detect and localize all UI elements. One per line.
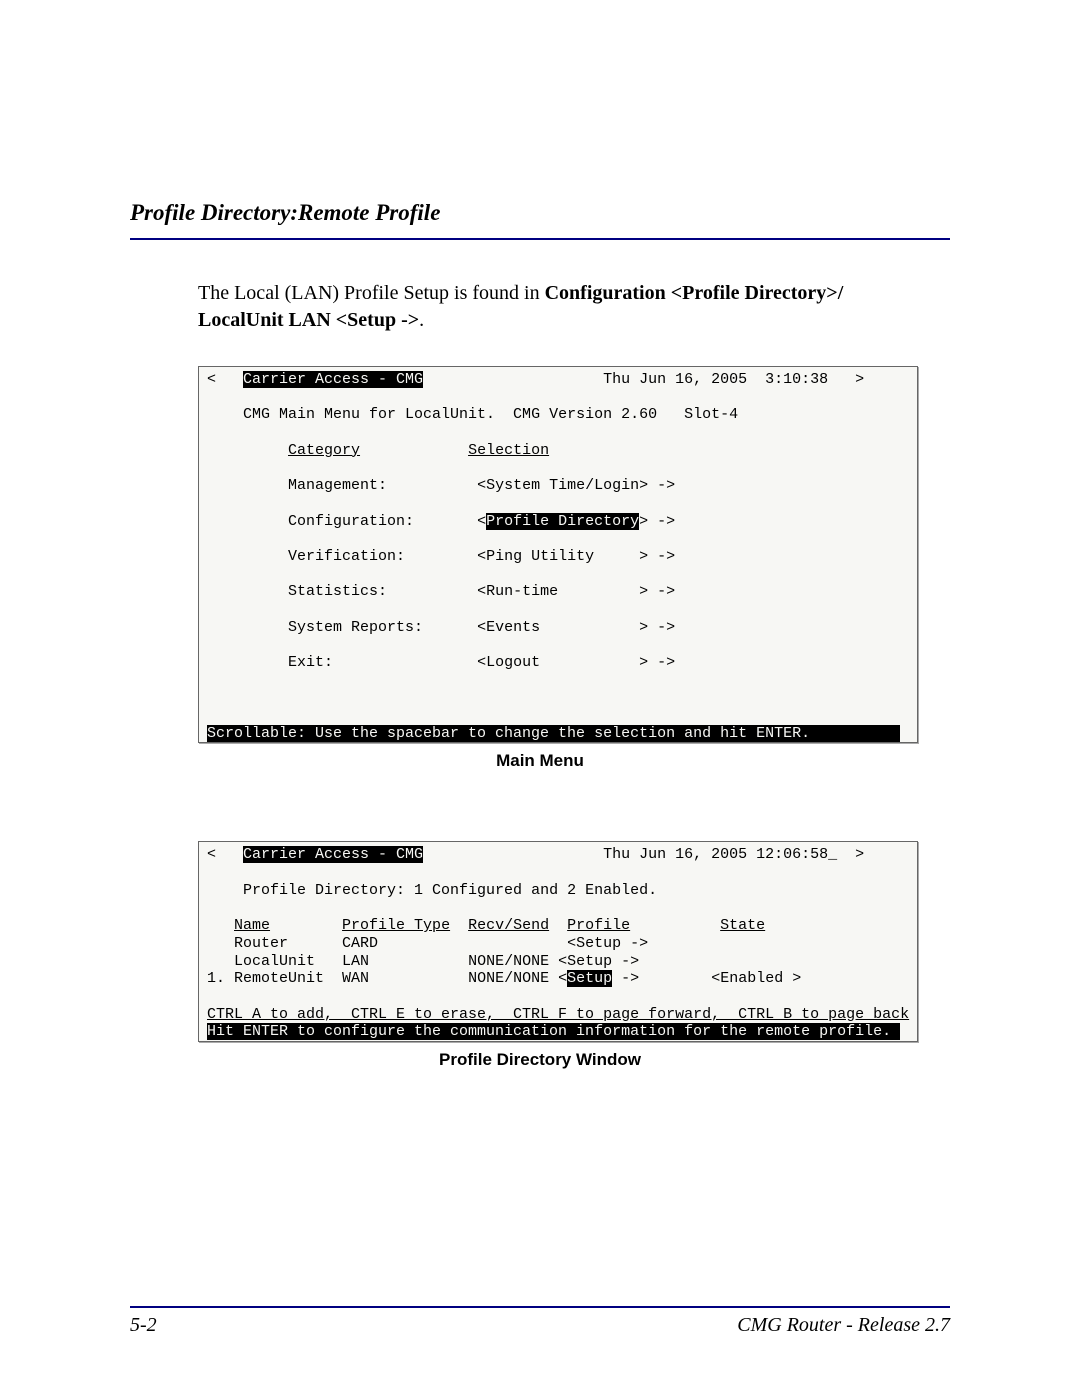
blank-row bbox=[207, 530, 909, 548]
cell-name: RemoteUnit bbox=[234, 970, 324, 987]
intro-bold-1: Configuration <Profile Directory>/ bbox=[545, 282, 844, 304]
blank-row bbox=[207, 672, 909, 690]
app-title: Carrier Access - CMG bbox=[243, 371, 423, 388]
col-category: Category bbox=[288, 442, 360, 459]
cat-verification: Verification: bbox=[288, 548, 405, 565]
status-bar: Hit ENTER to configure the communication… bbox=[199, 1023, 917, 1041]
menu-row[interactable]: Configuration: <Profile Directory> -> bbox=[207, 513, 909, 531]
blank-row bbox=[207, 864, 909, 882]
row-idx: 1. bbox=[207, 970, 234, 987]
sel-management[interactable]: <System Time/Login> -> bbox=[477, 477, 675, 494]
sel-pre[interactable]: < bbox=[477, 513, 486, 530]
cell-post[interactable]: -> bbox=[612, 970, 639, 987]
cat-configuration: Configuration: bbox=[288, 513, 414, 530]
sel-exit[interactable]: <Logout > -> bbox=[477, 654, 675, 671]
blank-row bbox=[207, 707, 909, 725]
main-menu-terminal: < Carrier Access - CMG Thu Jun 16, 2005 … bbox=[198, 366, 918, 743]
blank-row bbox=[207, 636, 909, 654]
blank-row bbox=[207, 566, 909, 584]
blank-row bbox=[207, 459, 909, 477]
col-headers: Category Selection bbox=[207, 442, 909, 460]
col-type: Profile Type bbox=[342, 917, 450, 934]
cell-type: LAN bbox=[342, 953, 369, 970]
sel-statistics[interactable]: <Run-time > -> bbox=[477, 583, 675, 600]
profile-directory-caption: Profile Directory Window bbox=[130, 1050, 950, 1070]
intro-prefix: The Local (LAN) Profile Setup is found i… bbox=[198, 282, 545, 304]
sel-reports[interactable]: <Events > -> bbox=[477, 619, 675, 636]
cat-reports: System Reports: bbox=[288, 619, 423, 636]
status-text: Hit ENTER to configure the communication… bbox=[207, 1023, 891, 1040]
blank-row bbox=[207, 495, 909, 513]
cell-rs: NONE/NONE bbox=[468, 953, 549, 970]
subheader-row: CMG Main Menu for LocalUnit. CMG Version… bbox=[207, 406, 909, 424]
cell-state[interactable]: <Enabled > bbox=[711, 970, 801, 987]
page-footer: 5-2 CMG Router - Release 2.7 bbox=[130, 1298, 950, 1337]
cat-statistics: Statistics: bbox=[288, 583, 387, 600]
cat-management: Management: bbox=[288, 477, 387, 494]
intro-bold-2: LocalUnit LAN <Setup -> bbox=[198, 309, 419, 331]
intro-paragraph: The Local (LAN) Profile Setup is found i… bbox=[198, 280, 950, 334]
app-title: Carrier Access - CMG bbox=[243, 846, 423, 863]
status-bar: Scrollable: Use the spacebar to change t… bbox=[199, 725, 917, 743]
bottom-rule bbox=[130, 1306, 950, 1308]
table-row[interactable]: 1. RemoteUnit WAN NONE/NONE <Setup -> <E… bbox=[207, 970, 909, 988]
col-name: Name bbox=[234, 917, 270, 934]
col-selection: Selection bbox=[468, 442, 549, 459]
header-datetime: Thu Jun 16, 2005 3:10:38 bbox=[603, 371, 828, 388]
menu-row[interactable]: Exit: <Logout > -> bbox=[207, 654, 909, 672]
release-label: CMG Router - Release 2.7 bbox=[737, 1314, 950, 1337]
menu-row[interactable]: Statistics: <Run-time > -> bbox=[207, 583, 909, 601]
sel-post[interactable]: > -> bbox=[639, 513, 675, 530]
col-state: State bbox=[720, 917, 765, 934]
cell-name: LocalUnit bbox=[234, 953, 315, 970]
sel-profile-directory[interactable]: Profile Directory bbox=[486, 513, 639, 530]
subheader-row: Profile Directory: 1 Configured and 2 En… bbox=[207, 882, 909, 900]
table-row[interactable]: Router CARD <Setup -> bbox=[207, 935, 909, 953]
subheader-text: CMG Main Menu for LocalUnit. CMG Version… bbox=[243, 406, 738, 423]
term-header-row: < Carrier Access - CMG Thu Jun 16, 2005 … bbox=[207, 371, 909, 389]
col-profile: Profile bbox=[567, 917, 630, 934]
term-header-row: < Carrier Access - CMG Thu Jun 16, 2005 … bbox=[207, 846, 909, 864]
cell-type: WAN bbox=[342, 970, 369, 987]
status-text: Scrollable: Use the spacebar to change t… bbox=[207, 725, 810, 742]
intro-suffix: . bbox=[419, 309, 424, 331]
help-text: CTRL A to add, CTRL E to erase, CTRL F t… bbox=[207, 1006, 909, 1023]
blank-row bbox=[207, 389, 909, 407]
blank-row bbox=[207, 900, 909, 918]
cell-type: CARD bbox=[342, 935, 378, 952]
cell-pre[interactable]: < bbox=[558, 970, 567, 987]
menu-row[interactable]: Verification: <Ping Utility > -> bbox=[207, 548, 909, 566]
menu-row[interactable]: System Reports: <Events > -> bbox=[207, 619, 909, 637]
main-menu-caption: Main Menu bbox=[130, 751, 950, 771]
cell-profile[interactable]: <Setup -> bbox=[567, 935, 648, 952]
top-rule bbox=[130, 238, 950, 240]
cat-exit: Exit: bbox=[288, 654, 333, 671]
header-datetime: Thu Jun 16, 2005 12:06:58_ bbox=[603, 846, 837, 863]
menu-row[interactable]: Management: <System Time/Login> -> bbox=[207, 477, 909, 495]
cell-profile[interactable]: Setup bbox=[567, 970, 612, 987]
col-rs: Recv/Send bbox=[468, 917, 549, 934]
sel-verification[interactable]: <Ping Utility > -> bbox=[477, 548, 675, 565]
help-row: CTRL A to add, CTRL E to erase, CTRL F t… bbox=[207, 1006, 909, 1024]
cell-rs: NONE/NONE bbox=[468, 970, 549, 987]
blank-row bbox=[207, 988, 909, 1006]
cell-name: Router bbox=[234, 935, 288, 952]
col-headers: Name Profile Type Recv/Send Profile Stat… bbox=[207, 917, 909, 935]
subheader-text: Profile Directory: 1 Configured and 2 En… bbox=[243, 882, 657, 899]
cell-profile[interactable]: <Setup -> bbox=[558, 953, 639, 970]
blank-row bbox=[207, 601, 909, 619]
blank-row bbox=[207, 424, 909, 442]
profile-directory-terminal: < Carrier Access - CMG Thu Jun 16, 2005 … bbox=[198, 841, 918, 1042]
page-number: 5-2 bbox=[130, 1314, 157, 1337]
table-row[interactable]: LocalUnit LAN NONE/NONE <Setup -> bbox=[207, 953, 909, 971]
section-title: Profile Directory:Remote Profile bbox=[130, 200, 950, 226]
blank-row bbox=[207, 689, 909, 707]
